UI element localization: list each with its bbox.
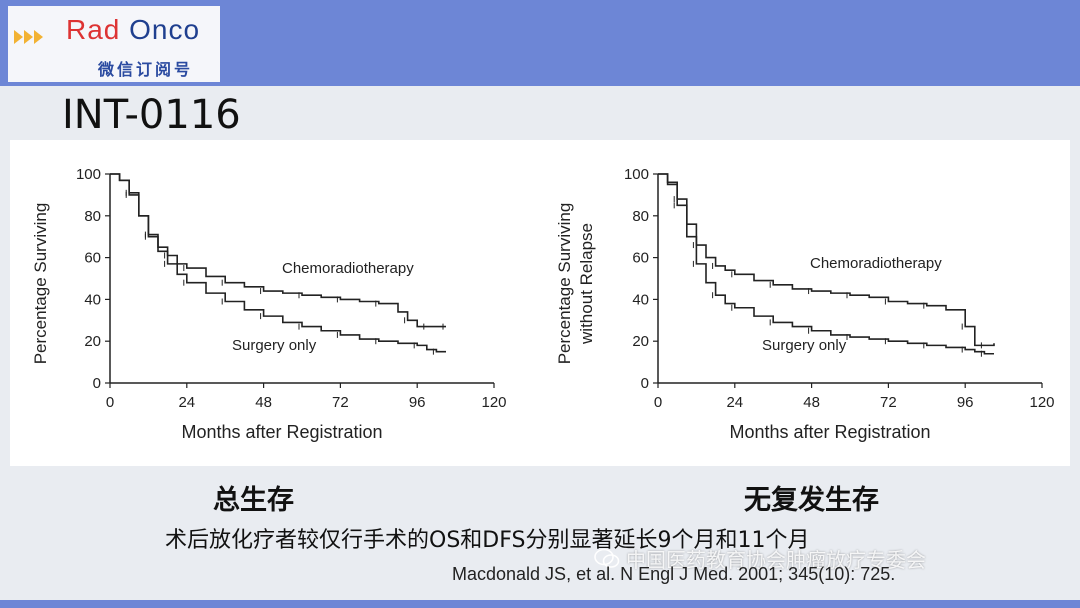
watermark: 中国医药教育协会肿瘤放疗专委会 [594, 544, 926, 573]
y-tick-label: 60 [632, 250, 649, 267]
radonco-logo: Rad Onco 微信订阅号 [8, 6, 220, 82]
y-axis-label-line2: without Relapse [577, 223, 596, 345]
footer-band [0, 600, 1080, 608]
x-tick-label: 120 [481, 394, 506, 411]
x-tick-label: 48 [255, 394, 272, 411]
logo-text: Rad Onco [66, 14, 201, 45]
y-tick-label: 0 [641, 375, 649, 392]
series-curve-chemoradiotherapy [110, 173, 446, 328]
y-axis-label: Percentage Surviving [31, 203, 50, 365]
x-tick-label: 72 [332, 394, 349, 411]
y-tick-label: 0 [93, 375, 101, 392]
x-tick-label: 120 [1029, 394, 1054, 411]
y-tick-label: 100 [624, 166, 649, 183]
os-caption: 总生存 [213, 485, 294, 516]
slide-title: INT-0116 [62, 92, 241, 138]
watermark-text: 中国医药教育协会肿瘤放疗专委会 [626, 548, 926, 572]
x-tick-label: 0 [654, 394, 662, 411]
y-tick-label: 40 [632, 291, 649, 308]
citation: Macdonald JS, et al. N Engl J Med. 2001;… [452, 564, 896, 584]
x-tick-label: 24 [726, 394, 743, 411]
y-tick-label: 80 [632, 208, 649, 225]
logo-subtitle: 微信订阅号 [98, 60, 194, 79]
x-tick-label: 96 [409, 394, 426, 411]
x-tick-label: 24 [178, 394, 195, 411]
x-axis-label: Months after Registration [729, 422, 930, 442]
y-axis-label: Percentage Surviving [555, 203, 574, 365]
chart-panel: 0 20 40 60 80 100 0 24 48 72 96 120 Months after Reg… [10, 140, 1070, 466]
x-axis-label: Months after Registration [181, 422, 382, 442]
summary-text: 术后放化疗者较仅行手术的OS和DFS分别显著延长9个月和11个月 [165, 528, 810, 553]
y-tick-label: 80 [84, 208, 101, 225]
wechat-icon [594, 548, 620, 568]
y-tick-label: 40 [84, 291, 101, 308]
chevron-arrows-icon [14, 30, 43, 44]
y-tick-label: 60 [84, 250, 101, 267]
y-tick-label: 100 [76, 166, 101, 183]
x-tick-label: 72 [880, 394, 897, 411]
y-tick-label: 20 [84, 333, 101, 350]
x-tick-label: 96 [957, 394, 974, 411]
x-tick-label: 48 [803, 394, 820, 411]
series-label-chemoradiotherapy: Chemoradiotherapy [810, 255, 942, 272]
series-curve-chemoradiotherapy [658, 173, 995, 347]
dfs-caption: 无复发生存 [744, 485, 879, 516]
series-curve-surgery-only [658, 173, 994, 355]
survival-charts: 0 20 40 60 80 100 0 24 48 72 96 120 Months after Reg… [31, 166, 1055, 442]
series-curve-surgery-only [110, 173, 446, 353]
x-tick-label: 0 [106, 394, 114, 411]
series-label-surgery-only: Surgery only [232, 337, 317, 354]
series-label-surgery-only: Surgery only [762, 337, 847, 354]
series-label-chemoradiotherapy: Chemoradiotherapy [282, 260, 414, 277]
y-tick-label: 20 [632, 333, 649, 350]
